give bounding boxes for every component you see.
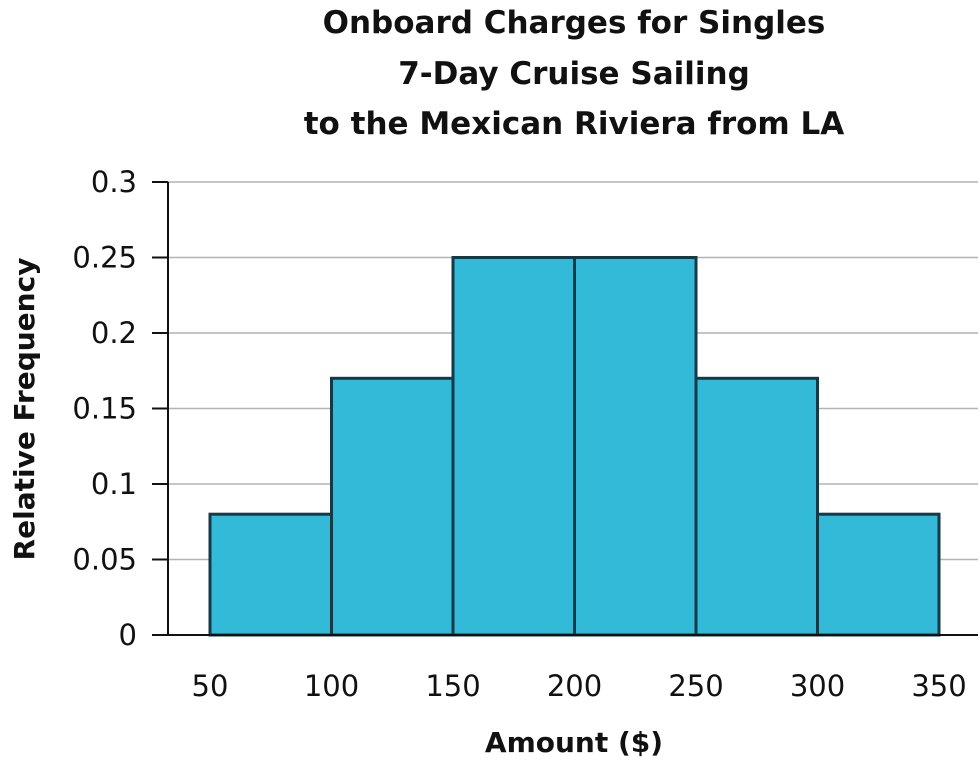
x-tick-label: 350 [911, 669, 966, 703]
x-tick-label: 300 [790, 669, 845, 703]
y-tick-label: 0.25 [72, 241, 137, 275]
chart-title-line-1: Onboard Charges for Singles [323, 5, 826, 41]
x-axis-label: Amount ($) [485, 726, 663, 759]
histogram-bar [816, 512, 941, 637]
histogram-bar [573, 256, 698, 637]
y-tick-label: 0.15 [72, 392, 137, 426]
chart-title: Onboard Charges for Singles 7-Day Cruise… [304, 5, 845, 142]
chart-title-line-3: to the Mexican Riviera from LA [304, 106, 845, 142]
histogram-bar [330, 376, 455, 637]
y-tick-label: 0.05 [72, 543, 137, 577]
x-tick-label: 200 [547, 669, 602, 703]
bars [208, 256, 941, 637]
x-tick-label: 150 [425, 669, 480, 703]
y-tick-labels: 0 0.05 0.1 0.15 0.2 0.25 0.3 [72, 165, 137, 652]
axes [152, 181, 978, 636]
y-tick-label: 0.2 [91, 316, 137, 350]
histogram-bar [208, 512, 333, 637]
y-tick-label: 0.3 [91, 165, 137, 199]
y-tick-label: 0.1 [91, 467, 137, 501]
x-tick-label: 250 [668, 669, 723, 703]
histogram-bar [451, 256, 576, 637]
x-tick-labels: 50 100 150 200 250 300 350 [192, 669, 967, 703]
x-tick-label: 50 [192, 669, 229, 703]
y-tick-label: 0 [119, 618, 137, 652]
x-tick-label: 100 [304, 669, 359, 703]
histogram-bar [694, 376, 819, 637]
y-axis-label: Relative Frequency [8, 258, 41, 561]
chart-title-line-2: 7-Day Cruise Sailing [398, 56, 750, 92]
